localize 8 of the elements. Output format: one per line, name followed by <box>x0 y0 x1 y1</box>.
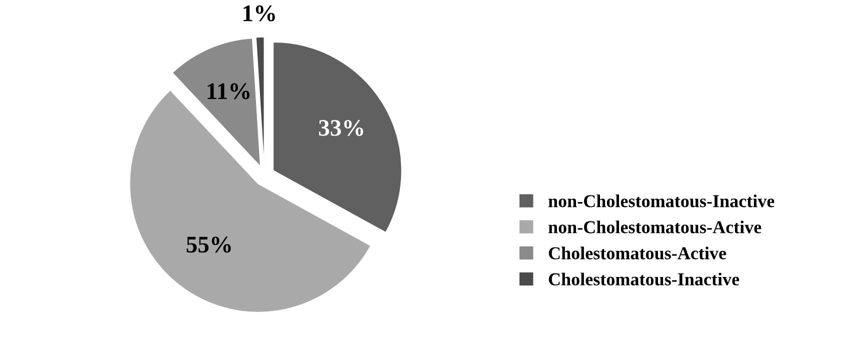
legend-label: Cholestomatous-Active <box>548 246 726 260</box>
legend-label: non-Cholestomatous-Inactive <box>548 194 774 208</box>
data-label: 11% <box>208 83 250 100</box>
legend-label: Cholestomatous-Inactive <box>548 272 740 286</box>
data-label: 33% <box>319 120 364 136</box>
legend-label: non-Cholestomatous-Active <box>548 220 762 234</box>
data-label: 55% <box>186 236 231 253</box>
data-label: 1% <box>244 5 275 22</box>
